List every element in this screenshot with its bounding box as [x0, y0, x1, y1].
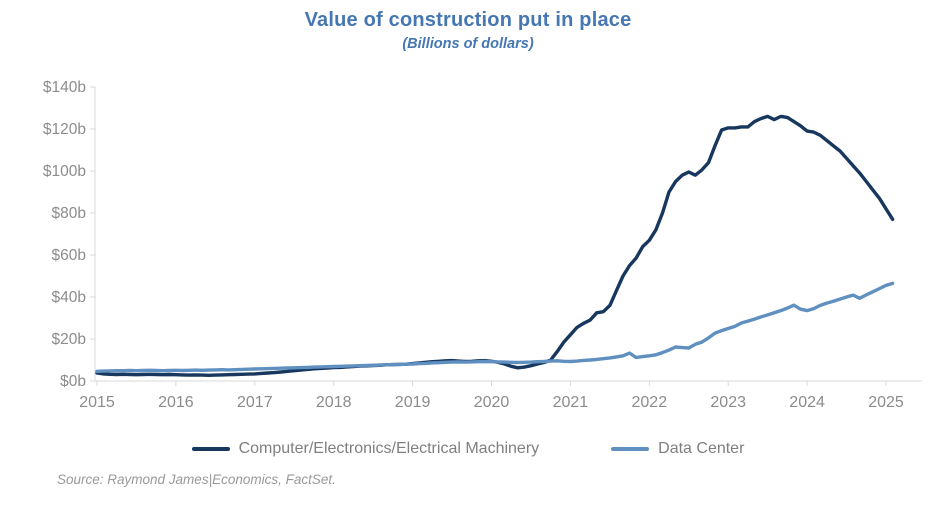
y-tick-label: $120b: [43, 121, 86, 138]
x-tick-label: 2025: [868, 394, 904, 411]
y-tick-label: $60b: [52, 247, 86, 264]
legend-label: Computer/Electronics/Electrical Machiner…: [238, 440, 540, 457]
x-tick-label: 2016: [158, 394, 194, 411]
series-line-data-center: [95, 281, 895, 373]
y-tick-label: $20b: [52, 331, 86, 348]
x-tick-label: 2020: [474, 394, 510, 411]
legend-line-swatch-light: [611, 447, 650, 451]
x-tick-label: 2022: [632, 394, 668, 411]
x-tick-label: 2015: [79, 394, 115, 411]
x-tick-label: 2019: [395, 394, 431, 411]
x-tick-label: 2021: [553, 394, 589, 411]
legend-label: Data Center: [658, 440, 745, 457]
y-tick-label: $0b: [60, 373, 86, 390]
x-tick-label: 2024: [789, 394, 825, 411]
y-tick-label: $80b: [52, 205, 86, 222]
x-tick-label: 2018: [316, 394, 352, 411]
source-note: Source: Raymond James|Economics, FactSet…: [57, 472, 336, 487]
y-tick-label: $40b: [52, 289, 86, 306]
chart-legend: Computer/Electronics/Electrical Machiner…: [0, 440, 936, 458]
page-subtitle: (Billions of dollars): [402, 36, 534, 52]
x-tick-label: 2023: [710, 394, 746, 411]
legend-line-swatch-dark: [191, 447, 230, 451]
series-line-computer-electronics-electrical-machinery: [95, 114, 895, 377]
legend-item-computer-electronics: Computer/Electronics/Electrical Machiner…: [191, 440, 540, 458]
legend-item-data-center: Data Center: [611, 440, 744, 458]
page-title: Value of construction put in place: [304, 9, 632, 31]
y-tick-label: $100b: [43, 163, 86, 180]
line-chart: $0b $20b $40b $60b $80b $100b $120b $140b 2015 20…: [43, 79, 922, 411]
x-tick-label: 2017: [237, 394, 273, 411]
y-tick-label: $140b: [43, 79, 86, 96]
